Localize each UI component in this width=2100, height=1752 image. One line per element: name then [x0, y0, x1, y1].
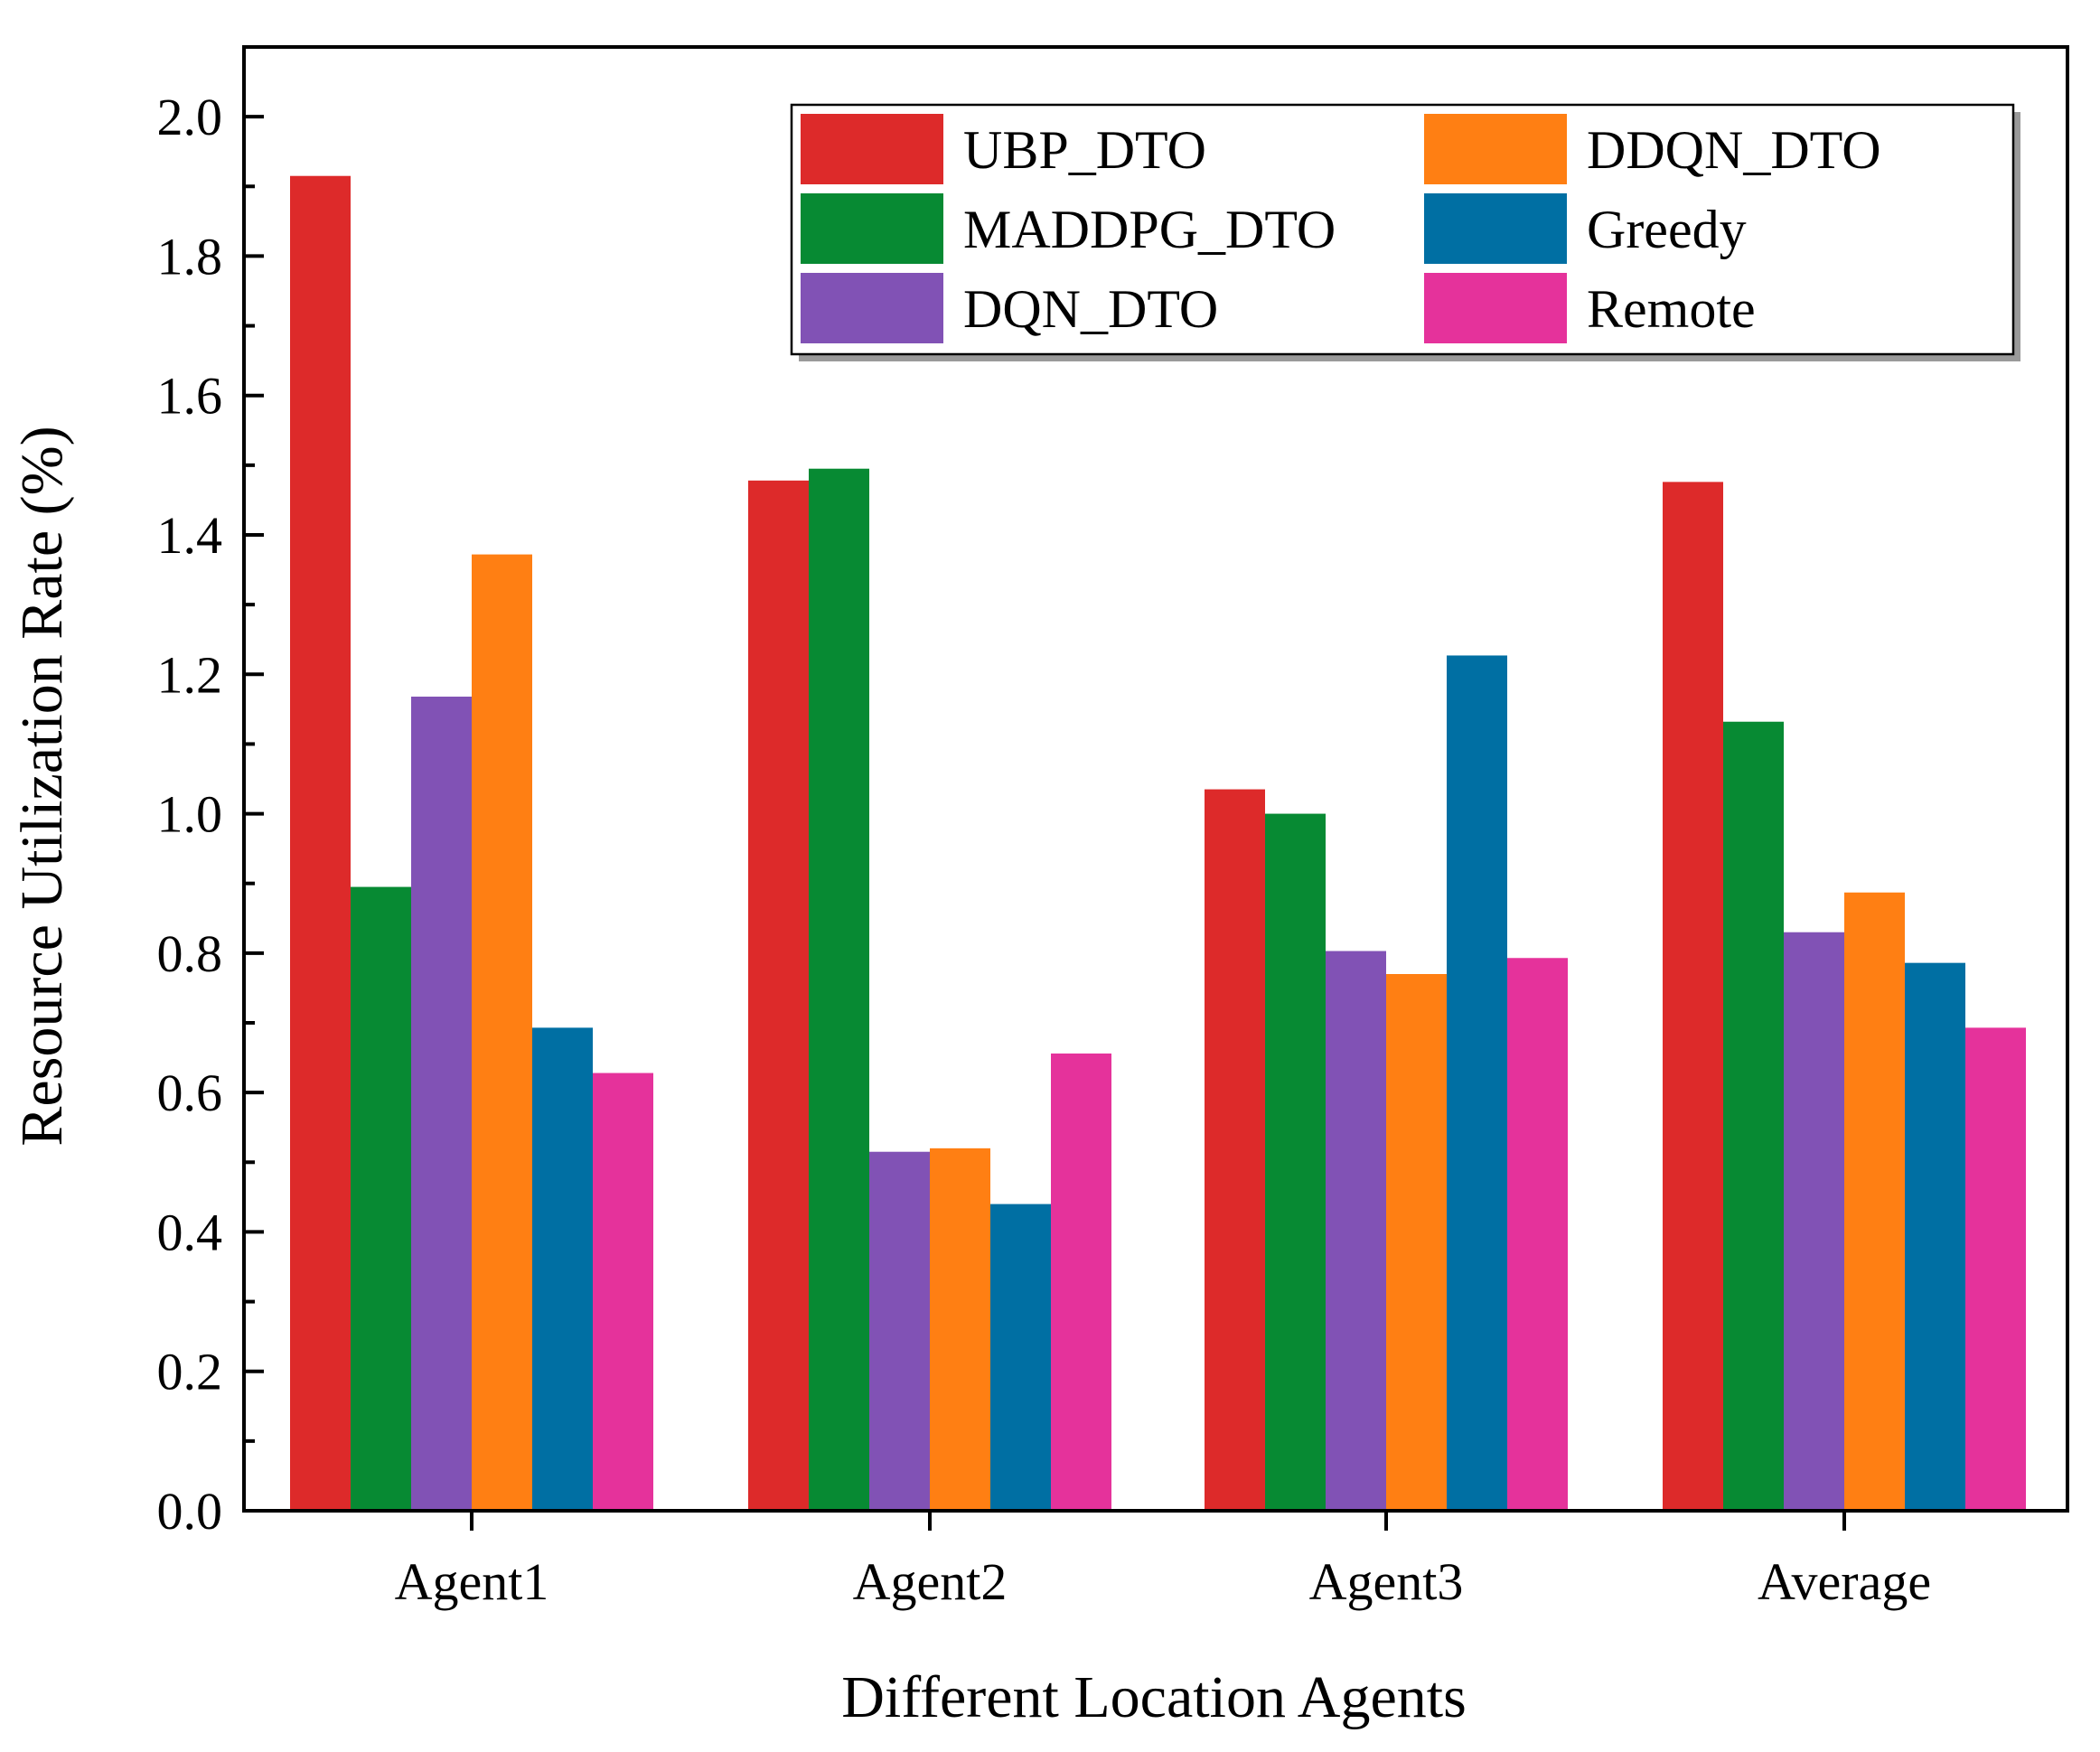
bar-maddpg-dto-agent3	[1265, 813, 1326, 1511]
legend-swatch-maddpg-dto	[801, 193, 943, 264]
legend-swatch-ubp-dto	[801, 114, 943, 184]
y-tick-label: 0.8	[157, 924, 223, 983]
bar-remote-agent2	[1051, 1053, 1111, 1511]
x-tick-label-agent3: Agent3	[1309, 1552, 1464, 1611]
legend-label-dqn-dto: DQN_DTO	[963, 279, 1218, 339]
y-tick-label: 1.4	[157, 506, 223, 565]
bar-maddpg-dto-agent2	[809, 468, 869, 1511]
legend-swatch-greedy	[1424, 193, 1567, 264]
bar-dqn-dto-average	[1784, 932, 1844, 1511]
bar-remote-average	[1965, 1027, 2026, 1511]
bar-greedy-average	[1905, 962, 1965, 1511]
y-tick-label: 1.2	[157, 645, 223, 704]
legend-label-greedy: Greedy	[1587, 200, 1747, 259]
bar-ddqn-dto-average	[1844, 892, 1905, 1511]
y-tick-label: 1.8	[157, 227, 223, 286]
y-tick-label: 0.0	[157, 1482, 223, 1541]
y-tick-label: 1.0	[157, 785, 223, 844]
bar-ddqn-dto-agent1	[472, 554, 532, 1511]
legend: UBP_DTO DDQN_DTO MADDPG_DTO Greedy DQN_DTO Re…	[790, 103, 2020, 361]
bar-remote-agent3	[1507, 958, 1568, 1511]
x-tick-label-agent2: Agent2	[853, 1552, 1008, 1611]
bar-dqn-dto-agent1	[411, 696, 472, 1511]
y-tick-label: 0.4	[157, 1203, 223, 1261]
x-axis-title: Different Location Agents	[841, 1664, 1467, 1730]
bar-maddpg-dto-average	[1723, 721, 1784, 1511]
legend-swatch-remote	[1424, 273, 1567, 343]
bar-ubp-dto-agent2	[748, 480, 809, 1511]
bar-dqn-dto-agent3	[1326, 951, 1386, 1511]
bar-greedy-agent3	[1447, 655, 1507, 1511]
bars-group	[290, 175, 2026, 1512]
legend-label-ddqn-dto: DDQN_DTO	[1587, 120, 1881, 180]
bar-ddqn-dto-agent3	[1386, 974, 1447, 1511]
bar-maddpg-dto-agent1	[351, 886, 411, 1511]
legend-swatch-dqn-dto	[801, 273, 943, 343]
bar-ubp-dto-agent1	[290, 175, 351, 1512]
y-tick-label: 0.2	[157, 1343, 223, 1401]
bar-remote-agent1	[593, 1073, 653, 1511]
bar-dqn-dto-agent2	[869, 1151, 930, 1511]
legend-swatch-ddqn-dto	[1424, 114, 1567, 184]
legend-label-remote: Remote	[1587, 279, 1756, 339]
plot-frame	[242, 45, 2069, 1513]
y-tick-label: 2.0	[157, 88, 223, 146]
y-tick-label: 1.6	[157, 367, 223, 426]
y-axis-title: Resource Utilization Rate (%)	[9, 426, 75, 1146]
x-tick-label-agent1: Agent1	[395, 1552, 549, 1611]
axes-group: 0.0 0.2 0.4 0.6 0.8 1.0 1.2 1.4 1.6 1.8 2.0 Agent1 A…	[157, 45, 2069, 1611]
y-tick-label: 0.6	[157, 1063, 223, 1122]
legend-label-maddpg-dto: MADDPG_DTO	[963, 200, 1336, 259]
x-tick-label-average: Average	[1758, 1552, 1931, 1611]
bar-ubp-dto-average	[1663, 482, 1723, 1512]
bar-ddqn-dto-agent2	[930, 1148, 990, 1511]
bar-greedy-agent1	[532, 1027, 593, 1511]
legend-label-ubp-dto: UBP_DTO	[963, 120, 1206, 180]
bar-ubp-dto-agent3	[1205, 789, 1265, 1511]
legend-box	[790, 103, 2015, 356]
bar-greedy-agent2	[990, 1204, 1051, 1511]
